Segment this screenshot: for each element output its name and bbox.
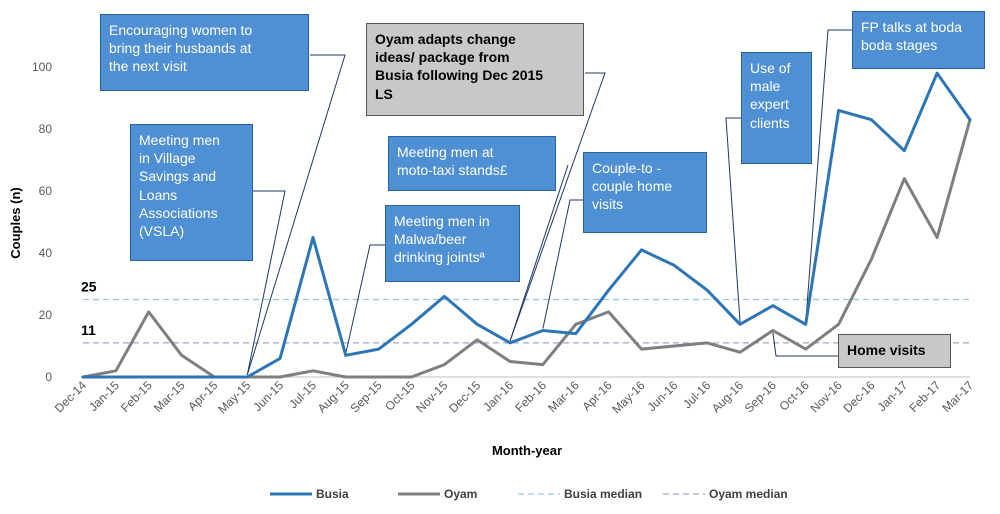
x-tick-label: Aug-15	[315, 378, 352, 415]
legend-label: Busia	[316, 487, 349, 501]
x-tick-label: May-15	[215, 378, 253, 416]
legend-label: Oyam	[444, 487, 477, 501]
x-tick-label: Mar-15	[151, 378, 188, 415]
annotation-line: Home visits	[847, 342, 926, 358]
annotation-line: visits	[592, 196, 624, 213]
annotation-line: in Village	[139, 150, 196, 167]
x-tick-label: Mar-16	[545, 378, 582, 415]
x-tick-label: Apr-15	[185, 378, 221, 414]
annotation-leader	[772, 332, 838, 357]
annotation-line: male	[750, 78, 781, 95]
annotation-leaders	[246, 29, 852, 376]
series-lines	[81, 71, 972, 379]
x-tick-label: Oct-15	[382, 378, 418, 414]
annotation-leader	[542, 199, 583, 329]
annotation-line: Busia following Dec 2015	[375, 67, 544, 84]
x-tick-labels: Dec-14Jan-15Feb-15Mar-15Apr-15May-15Jun-…	[52, 378, 976, 416]
median-lines: 25 11	[81, 279, 970, 344]
x-tick-label: Sep-16	[742, 378, 779, 415]
annotation-line: Encouraging women to	[109, 22, 253, 38]
x-tick-label: Feb-17	[906, 378, 943, 415]
annotation-vsla: Meeting men in Village Savings and Loans Ass…	[130, 124, 253, 261]
x-tick-label: Sep-15	[348, 378, 385, 415]
annotation-home-visits: Home visits	[838, 334, 951, 368]
x-tick-label: Aug-16	[709, 378, 746, 415]
annotation-line: bring their husbands at	[109, 40, 252, 57]
legend-label: Oyam median	[709, 487, 788, 501]
annotation-line: clients	[750, 114, 790, 131]
annotation-oyam-adapts: Oyam adapts change ideas/ package from Bus…	[366, 23, 584, 116]
annotation-line: drinking jointsª	[394, 249, 485, 266]
y-tick-label: 100	[32, 60, 52, 74]
median-label: 11	[81, 322, 96, 338]
annotation-couple-to-couple: Couple-to - couple home visits	[583, 152, 707, 233]
annotation-leader	[725, 117, 741, 323]
annotation-line: Meeting men in	[394, 213, 490, 229]
annotation-male-expert: Use of male expert clients	[741, 52, 812, 164]
annotation-line: Couple-to -	[592, 160, 662, 176]
x-tick-label: May-16	[609, 378, 647, 416]
annotation-line: Malwa/beer	[394, 231, 467, 248]
annotation-line: the next visit	[109, 58, 187, 75]
legend: Busia Oyam Busia median Oyam median	[270, 487, 788, 501]
annotation-line: Associations	[139, 204, 218, 221]
annotation-line: FP talks at boda	[861, 19, 962, 35]
y-tick-label: 0	[45, 370, 52, 384]
x-tick-label: Feb-15	[118, 378, 155, 415]
annotation-leader	[805, 29, 852, 323]
x-tick-label: Dec-14	[52, 378, 89, 415]
annotation-fp-talks: FP talks at boda boda stages	[852, 11, 985, 69]
annotation-line: Use of	[750, 60, 791, 76]
annotation-line: Loans	[139, 186, 178, 203]
annotation-line: expert	[750, 96, 789, 113]
annotation-leader	[509, 164, 569, 342]
y-tick-labels: 0 20 40 60 80 100	[32, 60, 52, 384]
x-axis-title: Month-year	[492, 443, 562, 458]
x-tick-label: Jan-15	[86, 378, 122, 414]
annotation-line: Oyam adapts change	[375, 31, 516, 47]
x-tick-label: Mar-17	[939, 378, 976, 415]
x-tick-label: Oct-16	[776, 378, 812, 414]
annotation-line: Meeting men at	[397, 144, 494, 160]
x-tick-label: Jan-16	[480, 378, 516, 414]
annotation-line: Savings and	[139, 168, 217, 185]
x-tick-label: Feb-16	[512, 378, 549, 415]
annotation-leader	[509, 72, 606, 342]
annotation-line: ideas/ package from	[375, 49, 510, 66]
y-tick-label: 60	[39, 184, 53, 198]
annotation-line: moto-taxi stands£	[397, 162, 508, 179]
series-line-busia	[81, 71, 972, 379]
annotation-leader	[246, 190, 286, 376]
y-tick-label: 20	[39, 308, 53, 322]
annotation-line: Meeting men	[139, 132, 220, 148]
annotation-line: LS	[375, 85, 393, 102]
x-tick-label: Nov-15	[413, 378, 450, 415]
x-tick-label: Jun-15	[250, 378, 286, 414]
x-tick-label: Dec-15	[446, 378, 483, 415]
x-tick-label: Nov-16	[807, 378, 844, 415]
annotation-line: (VSLA)	[139, 222, 185, 239]
legend-label: Busia median	[564, 487, 642, 501]
annotation-line: couple home	[592, 178, 673, 195]
x-tick-label: Dec-16	[840, 378, 877, 415]
y-tick-label: 80	[39, 122, 53, 136]
annotation-malwa: Meeting men in Malwa/beer drinking jointsª	[385, 205, 520, 282]
median-label: 25	[81, 279, 97, 295]
y-axis-title: Couples (n)	[8, 187, 23, 259]
x-tick-label: Jun-16	[645, 378, 681, 414]
annotation-leader	[345, 244, 385, 354]
x-tick-label: Apr-16	[579, 378, 615, 414]
y-tick-label: 40	[39, 246, 53, 260]
annotation-moto-taxi: Meeting men at moto-taxi stands£	[388, 136, 556, 191]
annotation-line: boda stages	[861, 37, 938, 54]
annotation-women-husbands: Encouraging women to bring their husbands…	[100, 14, 309, 91]
annotation-leader	[246, 54, 346, 376]
x-tick-label: Jan-17	[875, 378, 911, 414]
